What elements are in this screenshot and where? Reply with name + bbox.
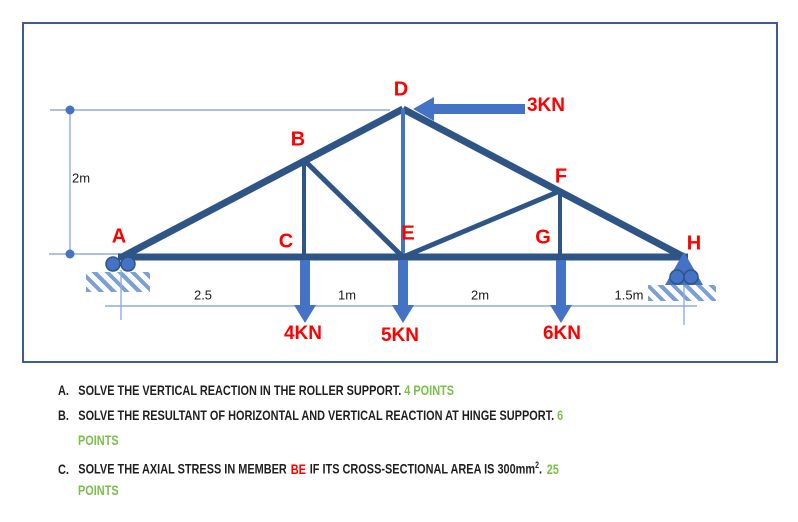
question-c-part3: .	[539, 460, 543, 477]
dim-label-span-eg: 2m	[470, 287, 490, 303]
question-b-marker: B.	[58, 407, 69, 423]
load-arrow-3kn-icon	[413, 97, 525, 121]
load-arrow-5kn-icon	[392, 260, 414, 323]
question-c-part2: IF ITS CROSS-SECTIONAL AREA IS 300mm	[309, 460, 536, 477]
load-label-5kn: 5KN	[380, 325, 420, 346]
question-c-member-be: BE	[290, 460, 306, 477]
load-arrow-4kn-icon	[294, 260, 316, 323]
load-arrow-6kn-icon	[550, 260, 572, 323]
question-c-part1: SOLVE THE AXIAL STRESS IN MEMBER	[78, 460, 287, 477]
question-b-points: 6	[557, 407, 564, 423]
hinge-support-icon	[105, 256, 136, 272]
dim-label-span-gh: 1.5m	[614, 287, 644, 303]
node-label-f: F	[554, 165, 568, 188]
dim-dot-bottom	[65, 249, 75, 259]
question-a: A. SOLVE THE VERTICAL REACTION IN THE ROL…	[58, 381, 454, 399]
question-c-superscript: 2	[535, 460, 540, 470]
roller-support-icon	[665, 252, 703, 285]
question-a-marker: A.	[58, 382, 69, 398]
member-diagonal-BE	[302, 158, 405, 259]
diagram-frame	[22, 22, 778, 363]
question-c-points: 25	[546, 460, 559, 477]
node-label-c: C	[278, 230, 294, 253]
member-diagonal-EF	[402, 188, 561, 260]
node-label-b: B	[290, 128, 306, 151]
question-c: C. SOLVE THE AXIAL STRESS IN MEMBER BE IF I…	[58, 456, 559, 478]
node-label-a: A	[111, 225, 127, 248]
node-label-h: H	[686, 232, 702, 255]
question-b: B. SOLVE THE RESULTANT OF HORIZONTAL AND …	[58, 406, 563, 424]
dim-label-span-ac: 2.5	[193, 287, 213, 303]
load-label-3kn: 3KN	[526, 95, 566, 116]
member-top-chord-right-DH	[401, 105, 686, 261]
roller-ground-hatch-icon	[648, 285, 716, 301]
question-b-points-cont: POINTS	[78, 432, 119, 448]
node-label-g: G	[535, 226, 551, 249]
hinge-ground-hatch-icon	[86, 272, 150, 292]
question-b-text: SOLVE THE RESULTANT OF HORIZONTAL AND VE…	[78, 407, 558, 423]
load-label-4kn: 4KN	[283, 323, 323, 344]
dim-label-height: 2m	[71, 170, 91, 186]
truss-diagram-svg	[49, 97, 703, 325]
dim-dot-top	[65, 105, 75, 115]
node-label-e: E	[401, 222, 415, 245]
question-a-points: 4 POINTS	[404, 382, 455, 398]
member-top-chord-left-AD	[120, 105, 405, 261]
question-c-points-cont: POINTS	[78, 482, 119, 498]
load-label-6kn: 6KN	[542, 323, 582, 344]
question-a-text: SOLVE THE VERTICAL REACTION IN THE ROLLE…	[78, 382, 405, 398]
node-label-d: D	[393, 78, 409, 101]
dim-label-span-ce: 1m	[337, 287, 357, 303]
question-c-marker: C.	[58, 460, 69, 477]
